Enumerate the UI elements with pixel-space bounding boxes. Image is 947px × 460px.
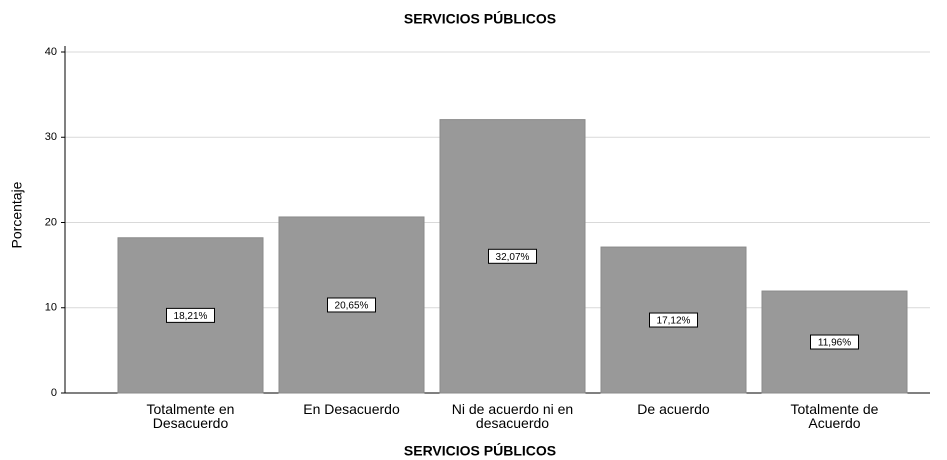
x-tick-label: Totalmente en Desacuerdo — [146, 401, 235, 431]
value-label: 20,65% — [335, 301, 369, 312]
value-label: 18,21% — [174, 311, 208, 322]
value-label-box — [649, 312, 698, 328]
y-tick-label: 40 — [45, 46, 57, 58]
value-label-box — [810, 334, 859, 350]
value-label: 32,07% — [496, 252, 530, 263]
value-label: 17,12% — [657, 316, 691, 327]
y-axis-title: Porcentaje — [9, 181, 25, 248]
y-tick-label: 20 — [45, 216, 57, 228]
y-tick-label: 10 — [45, 302, 57, 314]
chart-title: SERVICIOS PÚBLICOS — [404, 10, 556, 27]
x-tick-label: Ni de acuerdo ni en desacuerdo — [451, 401, 574, 431]
value-label-box — [327, 297, 376, 313]
x-axis-title: SERVICIOS PÚBLICOS — [404, 442, 556, 459]
x-tick-label: Totalmente de Acuerdo — [790, 401, 879, 431]
value-label: 11,96% — [818, 338, 851, 349]
y-tick-label: 30 — [45, 131, 57, 143]
value-label-box — [488, 248, 537, 264]
x-tick-label: De acuerdo — [637, 401, 710, 417]
x-tick-label: En Desacuerdo — [303, 401, 400, 417]
value-label-box — [166, 307, 215, 323]
y-tick-label: 0 — [51, 387, 57, 399]
